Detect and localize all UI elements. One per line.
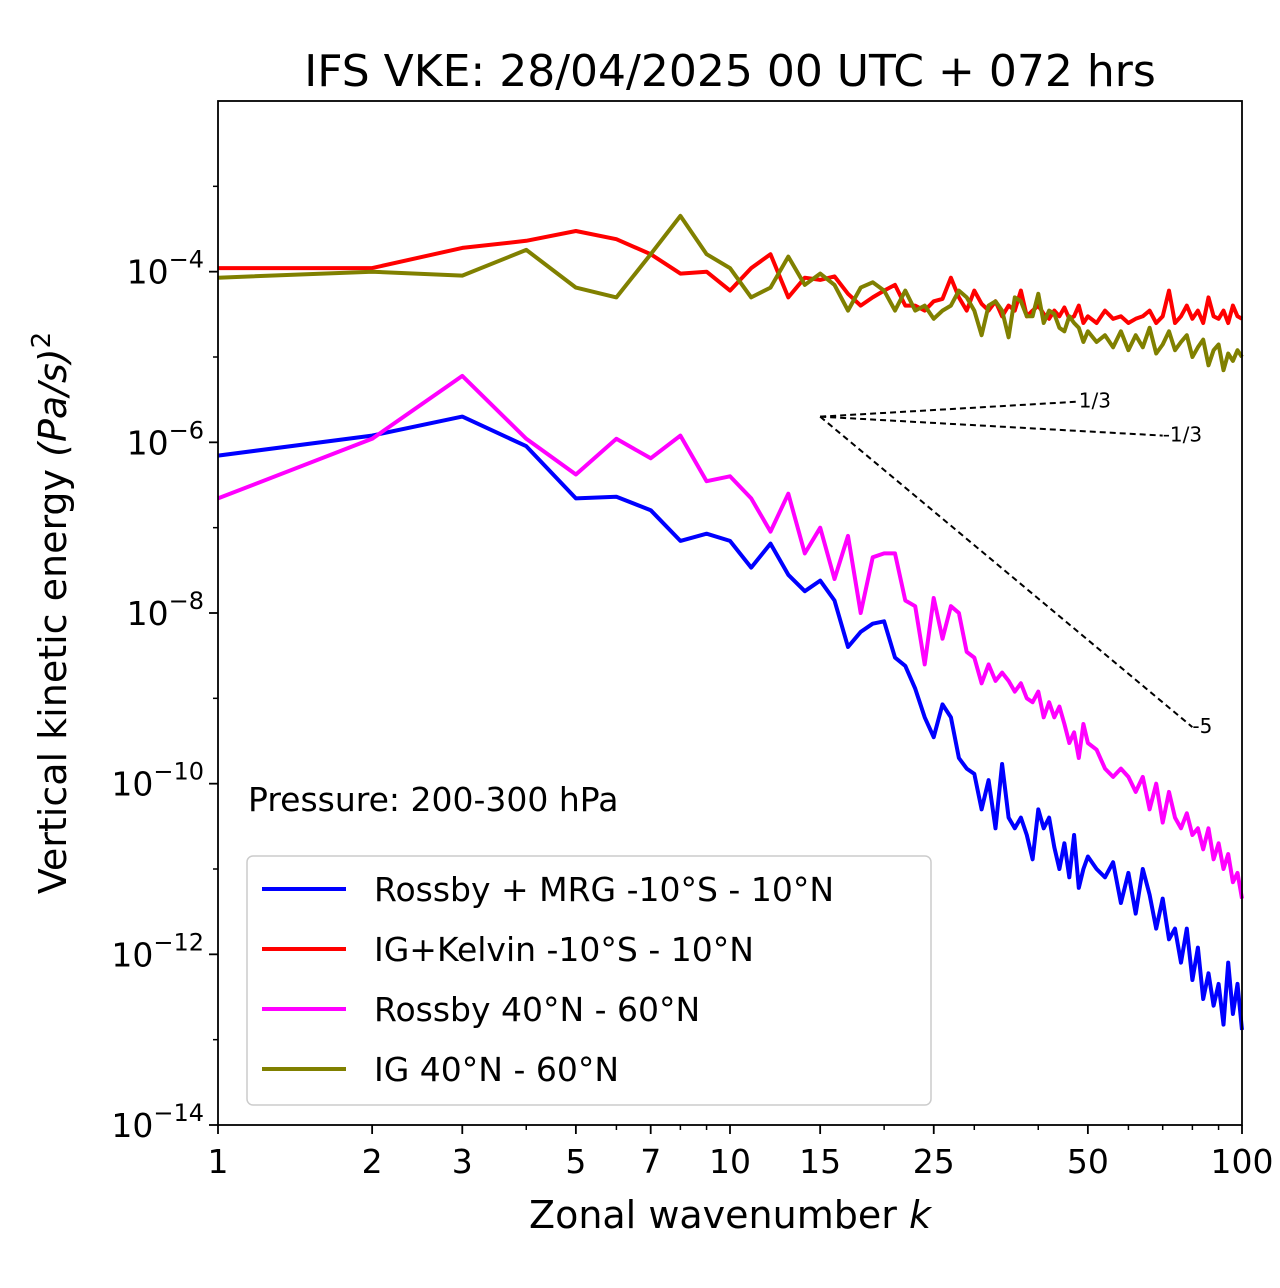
y-tick-label: 10−14 bbox=[111, 1099, 204, 1145]
x-tick-label: 1 bbox=[208, 1142, 229, 1181]
y-axis-label-unit: (Pa/s) bbox=[31, 348, 75, 456]
reference-line-label-2: -1/3 bbox=[1163, 423, 1202, 447]
legend-label-4: IG 40°N - 60°N bbox=[374, 1050, 619, 1089]
legend-box bbox=[246, 855, 932, 1106]
reference-line-2 bbox=[820, 415, 1163, 437]
reference-line-1 bbox=[820, 400, 1079, 418]
legend: Rossby + MRG -10°S - 10°N IG+Kelvin -10°S… bbox=[246, 855, 932, 1106]
series-line-4 bbox=[217, 213, 1244, 373]
x-axis-label-text: Zonal wavenumber bbox=[529, 1193, 897, 1237]
x-tick-label: 5 bbox=[565, 1142, 586, 1181]
y-axis-label: Vertical kinetic energy (Pa/s)2 bbox=[27, 332, 75, 894]
y-tick-label: 10−4 bbox=[127, 246, 204, 292]
y-tick-label: 10−8 bbox=[127, 587, 204, 633]
reference-line-3 bbox=[819, 415, 1194, 728]
x-tick-label: 3 bbox=[452, 1142, 473, 1181]
series-line-3 bbox=[217, 373, 1244, 899]
x-axis: 1 2 3 5 7 10 15 25 50 100 bbox=[208, 1125, 1274, 1181]
y-tick-label: 10−12 bbox=[111, 928, 204, 974]
x-axis-label-var: k bbox=[909, 1193, 933, 1237]
series-line-1 bbox=[217, 414, 1244, 1031]
reference-line-label-1: 1/3 bbox=[1079, 389, 1111, 413]
chart-title: IFS VKE: 28/04/2025 00 UTC + 072 hrs bbox=[304, 46, 1156, 97]
x-tick-label: 2 bbox=[362, 1142, 383, 1181]
legend-label-3: Rossby 40°N - 60°N bbox=[374, 990, 700, 1029]
legend-label-2: IG+Kelvin -10°S - 10°N bbox=[374, 930, 754, 969]
reference-lines: 1/3 -1/3 -5 bbox=[819, 389, 1212, 738]
x-tick-label: 50 bbox=[1067, 1142, 1109, 1181]
x-axis-label: Zonal wavenumber k bbox=[529, 1193, 933, 1237]
x-tick-label: 7 bbox=[640, 1142, 661, 1181]
x-tick-label: 25 bbox=[913, 1142, 955, 1181]
x-tick-label: 10 bbox=[709, 1142, 751, 1181]
series-lines bbox=[217, 213, 1244, 1031]
pressure-annotation: Pressure: 200-300 hPa bbox=[248, 780, 618, 819]
x-tick-label: 15 bbox=[799, 1142, 841, 1181]
y-axis-label-text: Vertical kinetic energy bbox=[31, 469, 75, 894]
x-tick-label: 100 bbox=[1211, 1142, 1274, 1181]
y-axis-label-exp: 2 bbox=[27, 332, 57, 349]
y-axis: 10−4 10−6 10−8 10−10 10−12 10−14 bbox=[111, 185, 218, 1145]
reference-line-label-3: -5 bbox=[1192, 714, 1212, 738]
y-tick-label: 10−6 bbox=[127, 416, 204, 462]
legend-label-1: Rossby + MRG -10°S - 10°N bbox=[374, 870, 834, 909]
y-tick-label: 10−10 bbox=[111, 758, 204, 804]
